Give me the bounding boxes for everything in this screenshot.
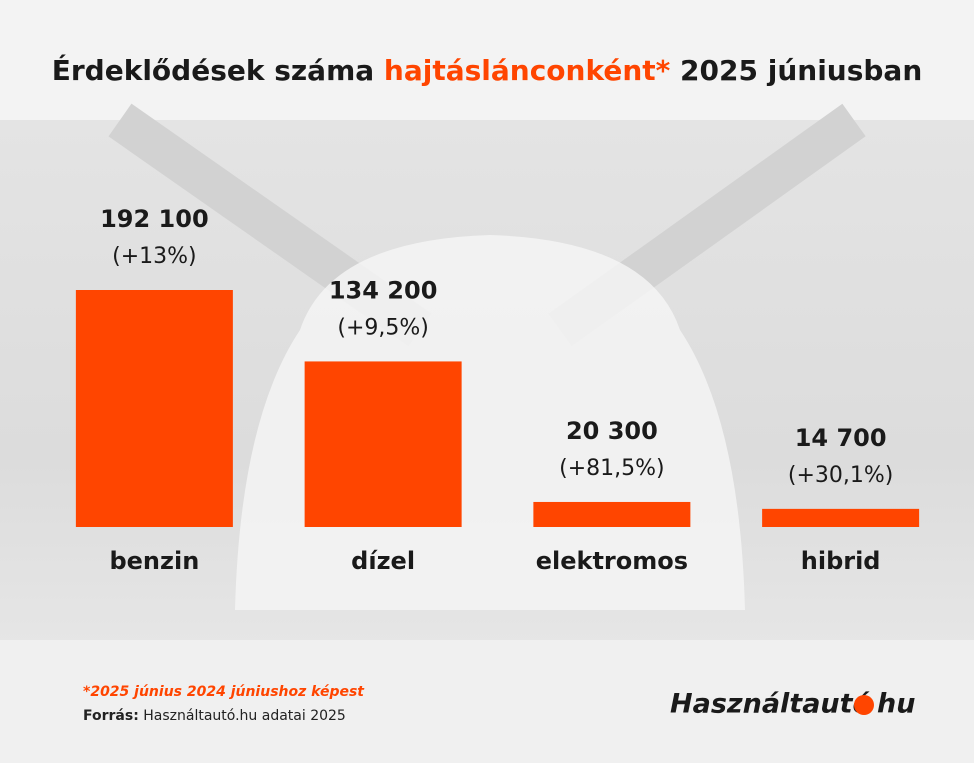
value-label: 134 200 xyxy=(329,276,438,304)
logo-dot xyxy=(854,695,874,715)
title-band xyxy=(0,0,974,120)
footer-band xyxy=(0,640,974,763)
change-label: (+30,1%) xyxy=(788,463,894,488)
logo-suffix: hu xyxy=(877,689,915,720)
bar xyxy=(762,508,920,527)
title-highlight: hajtáslánconként* xyxy=(384,54,671,87)
footnote: *2025 június 2024 júniushoz képest xyxy=(83,684,365,700)
title-part: Érdeklődések száma xyxy=(52,53,374,87)
value-label: 192 100 xyxy=(100,205,209,233)
category-label: dízel xyxy=(351,547,415,575)
category-label: elektromos xyxy=(536,547,688,575)
change-label: (+81,5%) xyxy=(559,456,665,481)
value-label: 20 300 xyxy=(566,417,658,445)
title-part: 2025 júniusban xyxy=(680,54,922,87)
bar xyxy=(533,501,691,527)
category-label: hibrid xyxy=(801,547,881,575)
source: Forrás: Használtautó.hu adatai 2025 xyxy=(83,708,346,724)
chart-title: Érdeklődések száma hajtáslánconként* 202… xyxy=(52,53,923,87)
bar xyxy=(75,290,233,527)
logo: Használtautó xyxy=(670,689,871,720)
change-label: (+9,5%) xyxy=(337,315,429,340)
bar xyxy=(304,361,462,527)
value-label: 14 700 xyxy=(795,424,887,452)
source-text: Használtautó.hu adatai 2025 xyxy=(143,708,346,724)
category-label: benzin xyxy=(109,547,199,575)
source-label: Forrás: xyxy=(83,708,139,724)
change-label: (+13%) xyxy=(112,244,197,269)
